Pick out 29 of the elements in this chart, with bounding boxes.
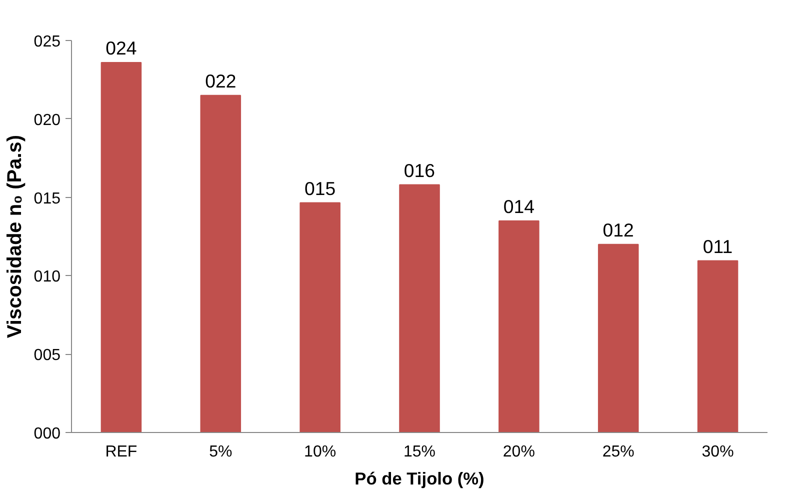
y-axis-title: Viscosidade n₀ (Pa.s)	[4, 134, 26, 338]
y-tick-label: 010	[34, 268, 61, 286]
x-tick-label: 10%	[304, 444, 336, 460]
data-label: 022	[205, 70, 236, 92]
bar	[200, 94, 242, 432]
x-tick-label: 25%	[602, 444, 634, 460]
bar	[598, 244, 639, 432]
y-tick-label: 000	[34, 426, 61, 442]
data-label: 016	[404, 160, 436, 181]
data-label: 014	[503, 196, 535, 217]
x-tick-label: 5%	[209, 444, 232, 460]
x-tick-label: 15%	[403, 444, 436, 460]
x-axis-title: Pó de Tijolo (%)	[354, 468, 484, 488]
data-label: 011	[702, 236, 733, 257]
x-tick-label: 20%	[502, 444, 535, 460]
y-tick-label: 020	[34, 112, 61, 129]
bar	[697, 260, 738, 432]
data-label: 024	[106, 37, 137, 58]
x-tick-label: REF	[105, 444, 138, 460]
y-tick-label: 005	[34, 347, 61, 364]
data-label: 012	[602, 219, 634, 240]
bar	[300, 202, 340, 432]
bar	[498, 220, 540, 432]
y-tick-label: 025	[34, 34, 61, 50]
x-tick-label: 30%	[702, 444, 734, 460]
bar	[399, 184, 440, 432]
y-tick-label: 015	[34, 190, 61, 208]
bar	[100, 62, 142, 432]
data-label: 015	[304, 178, 336, 199]
